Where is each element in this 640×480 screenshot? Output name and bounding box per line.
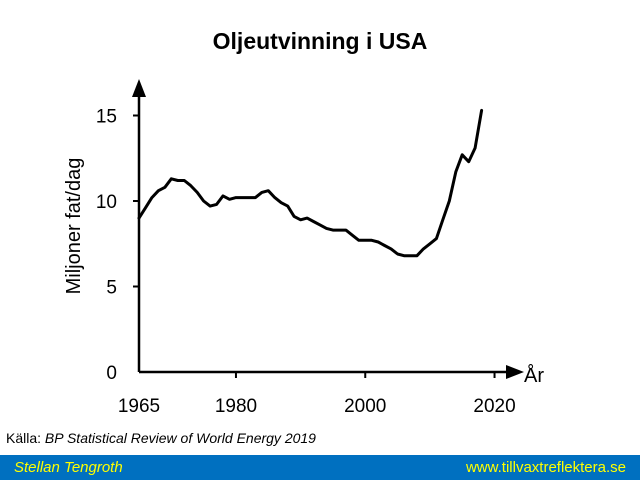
y-axis-label: Miljoner fat/dag [63, 158, 85, 295]
source-note: Källa: BP Statistical Review of World En… [6, 430, 316, 446]
axes [132, 79, 524, 379]
footer-website[interactable]: www.tillvaxtreflektera.se [465, 459, 626, 476]
x-tick-label: 1980 [215, 396, 257, 417]
x-axis-arrow-icon [506, 365, 524, 379]
y-tick-label: 5 [106, 278, 117, 299]
x-axis-label: År [524, 364, 544, 387]
source-text: BP Statistical Review of World Energy 20… [44, 430, 316, 446]
y-tick-label: 0 [106, 363, 117, 384]
ticks: 0 5 10 15 1965 1980 2000 2020 [96, 107, 516, 418]
footer-bar: Stellan Tengroth www.tillvaxtreflektera.… [0, 455, 640, 480]
x-tick-label: 1965 [118, 396, 160, 417]
series-line [137, 108, 484, 258]
x-tick-label: 2020 [473, 396, 515, 417]
source-prefix: Källa: [6, 430, 45, 446]
y-tick-label: 15 [96, 107, 117, 128]
footer-author: Stellan Tengroth [14, 459, 123, 476]
x-tick-label: 2000 [344, 396, 386, 417]
y-axis-arrow-icon [132, 79, 146, 97]
chart-title: Oljeutvinning i USA [212, 28, 428, 54]
y-tick-label: 10 [96, 192, 117, 213]
